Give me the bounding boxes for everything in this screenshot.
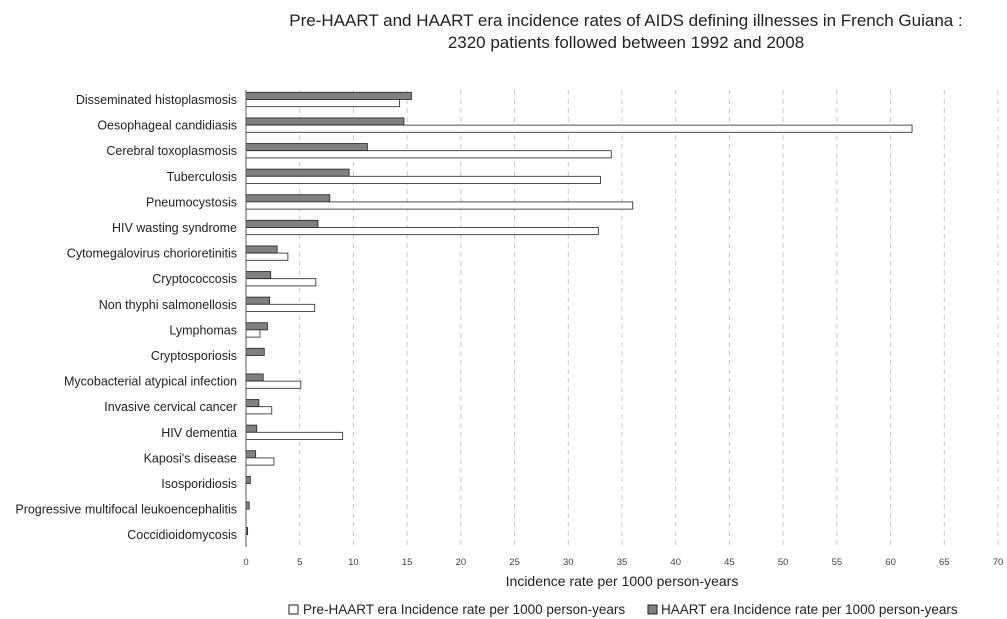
bar-haart	[245, 168, 350, 177]
bar-pre-haart	[245, 150, 612, 159]
category-label: Coccidioidomycosis	[127, 528, 237, 542]
legend-swatch-pre-haart	[288, 604, 299, 615]
category-label: Oesophageal candidiasis	[97, 119, 237, 133]
legend: Pre-HAART era Incidence rate per 1000 pe…	[288, 602, 958, 617]
bar-haart	[245, 91, 412, 100]
x-tick-label: 50	[778, 557, 789, 568]
bar-pre-haart	[245, 175, 601, 184]
category-label: Cryptosporiosis	[151, 349, 237, 363]
bar-pre-haart	[245, 431, 344, 440]
x-tick-label: 70	[993, 557, 1004, 568]
bar-haart	[245, 373, 264, 382]
bar-haart	[245, 347, 265, 356]
category-label: Cerebral toxoplasmosis	[106, 144, 237, 158]
x-tick-label: 5	[297, 557, 302, 568]
bar-haart	[245, 271, 272, 280]
x-tick-label: 30	[563, 557, 574, 568]
x-tick-label: 15	[402, 557, 413, 568]
bar-haart	[245, 399, 260, 408]
x-tick-label: 65	[939, 557, 950, 568]
legend-label-haart: HAART era Incidence rate per 1000 person…	[661, 602, 958, 617]
category-label: Disseminated histoplasmosis	[76, 93, 237, 107]
bar-haart	[245, 143, 368, 152]
bar-haart	[245, 296, 271, 305]
bar-pre-haart	[245, 124, 913, 133]
bars	[245, 91, 913, 536]
legend-label-pre-haart: Pre-HAART era Incidence rate per 1000 pe…	[303, 602, 625, 617]
x-axis-title: Incidence rate per 1000 person-years	[506, 573, 739, 589]
bar-haart	[245, 450, 257, 459]
bar-pre-haart	[245, 99, 401, 108]
bar-haart	[245, 194, 331, 203]
bar-pre-haart	[245, 227, 599, 236]
x-tick-label: 45	[724, 557, 735, 568]
category-label: Lymphomas	[169, 323, 237, 337]
bar-pre-haart	[245, 329, 261, 338]
x-tick-label: 25	[509, 557, 520, 568]
bar-pre-haart	[245, 201, 634, 210]
bar-pre-haart	[245, 380, 302, 389]
bar-haart	[245, 475, 251, 484]
category-label: HIV dementia	[161, 426, 237, 440]
bar-pre-haart	[245, 406, 273, 415]
category-label: Cytomegalovirus chorioretinitis	[67, 247, 237, 261]
category-labels: Disseminated histoplasmosis Oesophageal c…	[15, 93, 237, 542]
category-label: Cryptococcosis	[152, 272, 237, 286]
bar-haart	[245, 424, 258, 433]
x-tick-label: 0	[243, 557, 248, 568]
grid-lines	[299, 90, 999, 547]
x-tick-label: 60	[885, 557, 896, 568]
category-label: Mycobacterial atypical infection	[64, 375, 237, 389]
category-label: Pneumocystosis	[146, 195, 237, 209]
category-label: Isosporidiosis	[161, 477, 237, 491]
bar-pre-haart	[245, 278, 317, 287]
bar-haart	[245, 245, 278, 254]
category-label: Invasive cervical cancer	[104, 400, 237, 414]
x-tick-label: 20	[456, 557, 467, 568]
legend-swatch-haart	[647, 604, 658, 615]
bar-haart	[245, 117, 405, 126]
chart-title: Pre-HAART and HAART era incidence rates …	[289, 11, 962, 30]
bar-haart	[245, 322, 268, 331]
category-label: Kaposi's disease	[144, 451, 237, 465]
category-label: Progressive multifocal leukoencephalitis	[15, 503, 237, 517]
category-label: HIV wasting syndrome	[112, 221, 237, 235]
bar-pre-haart	[245, 252, 289, 261]
bar-pre-haart	[245, 457, 275, 466]
category-label: Tuberculosis	[167, 170, 237, 184]
x-tick-label: 55	[832, 557, 843, 568]
x-tick-labels: 0 5 10 15 20 25 30 35 40 45 50 55 60 65 70	[243, 557, 1003, 568]
x-tick-label: 40	[670, 557, 681, 568]
x-tick-label: 35	[617, 557, 628, 568]
x-tick-label: 10	[348, 557, 359, 568]
bar-pre-haart	[245, 303, 316, 312]
bar-haart	[245, 219, 319, 228]
chart-subtitle: 2320 patients followed between 1992 and …	[448, 33, 804, 52]
category-label: Non thyphi salmonellosis	[99, 298, 237, 312]
